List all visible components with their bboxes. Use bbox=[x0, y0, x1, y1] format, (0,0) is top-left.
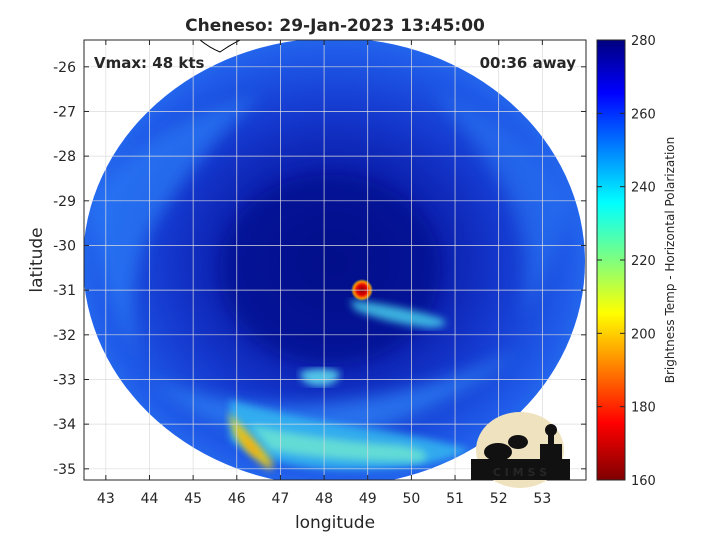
logo-text: C I M S S bbox=[493, 466, 547, 479]
y-tick-label: -29 bbox=[53, 194, 76, 210]
y-tick-label: -33 bbox=[53, 372, 76, 388]
colorbar-tick-label: 200 bbox=[631, 327, 656, 342]
y-tick-label: -28 bbox=[53, 149, 76, 165]
y-tick-label: -32 bbox=[53, 328, 76, 344]
vmax-annotation: Vmax: 48 kts bbox=[94, 54, 204, 72]
axes-frame bbox=[83, 39, 587, 481]
colorbar-tick-label: 160 bbox=[631, 474, 656, 489]
y-tick-label: -30 bbox=[53, 238, 76, 254]
y-tick-label: -27 bbox=[53, 104, 76, 120]
brightness-temperature-swath bbox=[84, 40, 585, 480]
colorbar-tick-label: 180 bbox=[631, 401, 656, 416]
y-tick-label: -26 bbox=[53, 60, 76, 76]
colorbar-tick-label: 280 bbox=[631, 34, 656, 49]
x-tick-label: 51 bbox=[446, 491, 464, 507]
colorbar-tick-label: 220 bbox=[631, 254, 656, 269]
x-tick-label: 53 bbox=[533, 491, 551, 507]
y-axis-label: latitude bbox=[27, 227, 47, 292]
time-offset-annotation: 00:36 away bbox=[480, 54, 577, 72]
cimss-logo: C I M S S bbox=[471, 412, 570, 488]
x-tick-label: 47 bbox=[272, 491, 290, 507]
colorbar-tick-label: 240 bbox=[631, 181, 656, 196]
x-tick-label: 50 bbox=[402, 491, 420, 507]
x-axis-ticks: 43 44 45 46 47 48 49 50 51 52 53 bbox=[97, 40, 551, 507]
x-axis-label: longitude bbox=[295, 513, 375, 533]
gridlines bbox=[84, 40, 586, 480]
y-tick-label: -35 bbox=[53, 462, 76, 478]
x-tick-label: 43 bbox=[97, 491, 115, 507]
x-tick-label: 46 bbox=[228, 491, 246, 507]
x-tick-label: 44 bbox=[141, 491, 159, 507]
x-tick-label: 45 bbox=[184, 491, 202, 507]
x-tick-label: 48 bbox=[315, 491, 333, 507]
y-tick-label: -31 bbox=[53, 283, 76, 299]
x-tick-label: 52 bbox=[490, 491, 508, 507]
colorbar-label: Brightness Temp - Horizontal Polarizatio… bbox=[663, 137, 677, 384]
colorbar-ticks: 280 260 240 220 200 180 160 bbox=[597, 34, 656, 489]
y-tick-label: -34 bbox=[53, 417, 76, 433]
y-axis-ticks: -26 -27 -28 -29 -30 -31 -32 -33 -34 -35 bbox=[53, 60, 586, 478]
x-tick-label: 49 bbox=[359, 491, 377, 507]
plot-title: Cheneso: 29-Jan-2023 13:45:00 bbox=[185, 16, 485, 36]
colorbar-tick-label: 260 bbox=[631, 107, 656, 122]
